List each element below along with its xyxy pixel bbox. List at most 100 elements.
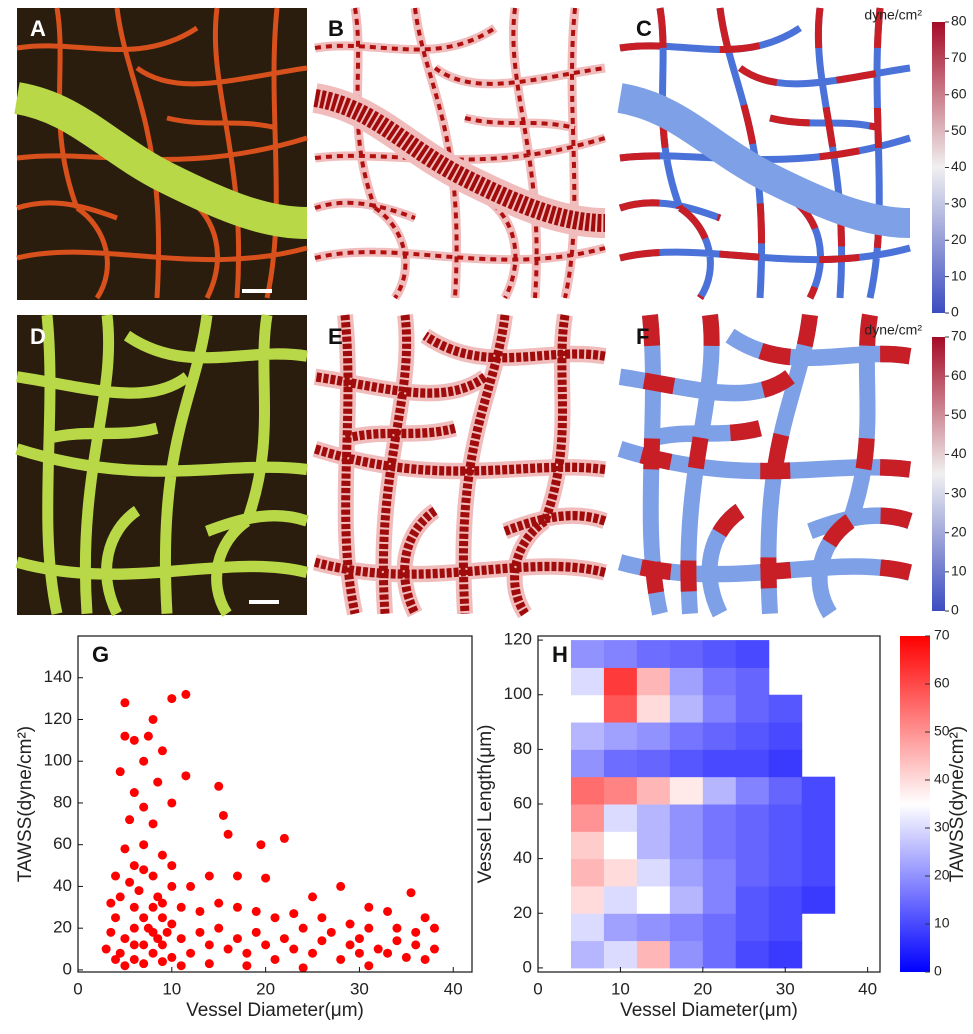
point (233, 872, 242, 881)
point (139, 913, 148, 922)
colorbar-unit: dyne/cm² (864, 7, 922, 23)
colorbar-tick-label: 0 (934, 963, 942, 979)
point (317, 913, 326, 922)
heatmap-cell (736, 640, 769, 668)
heatmap-cell (637, 695, 670, 723)
heatmap-cell (604, 886, 637, 914)
point (139, 803, 148, 812)
point (167, 953, 176, 962)
point (167, 694, 176, 703)
point (158, 851, 167, 860)
heatmap-cell (802, 859, 835, 887)
y-tick-label: 0 (523, 957, 532, 976)
heatmap-cell (571, 886, 604, 914)
x-tick-label: 0 (73, 979, 82, 998)
colorbar-tick-label: 0 (951, 304, 959, 320)
point (139, 865, 148, 874)
point (149, 715, 158, 724)
heatmap-cell (637, 913, 670, 941)
y-tick-label: 60 (513, 793, 532, 812)
heatmap-cell (736, 859, 769, 887)
point (158, 957, 167, 966)
point (317, 936, 326, 945)
point (299, 924, 308, 933)
heatmap-cell (769, 722, 802, 750)
heatmap-cell (604, 695, 637, 723)
point (355, 949, 364, 958)
heatmap-cell (736, 886, 769, 914)
point (374, 945, 383, 954)
heatmap-cell (571, 831, 604, 859)
panel-label: C (636, 16, 652, 41)
colorbar-tick-label: 50 (951, 122, 967, 138)
heatmap-cell (571, 695, 604, 723)
point (289, 909, 298, 918)
point (130, 788, 139, 797)
point (214, 899, 223, 908)
y-tick-label: 140 (44, 667, 72, 686)
heatmap-cell (769, 777, 802, 805)
point (411, 940, 420, 949)
point (421, 913, 430, 922)
heatmap-cell (769, 913, 802, 941)
heatmap-cell (703, 777, 736, 805)
point (205, 959, 214, 968)
colorbar-tick-label: 40 (951, 445, 967, 461)
heatmap-cell (604, 859, 637, 887)
point (158, 746, 167, 755)
point (116, 892, 125, 901)
point (130, 736, 139, 745)
x-tick-label: 20 (256, 979, 275, 998)
heatmap-cell (769, 831, 802, 859)
colorbar-tick-label: 30 (951, 195, 967, 211)
heatmap-cell (637, 777, 670, 805)
y-tick-label: 0 (63, 959, 72, 978)
heatmap-cell (769, 886, 802, 914)
point (144, 732, 153, 741)
y-tick-label: 20 (53, 918, 72, 937)
point (139, 757, 148, 766)
heatmap-cell (637, 886, 670, 914)
heatmap-cell (802, 886, 835, 914)
y-tick-label: 120 (44, 709, 72, 728)
heatmap-cell (736, 667, 769, 695)
point (233, 903, 242, 912)
point (130, 903, 139, 912)
point (256, 840, 265, 849)
y-tick-label: 20 (513, 903, 532, 922)
heatmap-cell (637, 667, 670, 695)
point (299, 963, 308, 972)
y-tick-label: 40 (513, 848, 532, 867)
point (139, 840, 148, 849)
heatmap-cell (769, 859, 802, 887)
point (120, 698, 129, 707)
colorbar-tick-label: 10 (951, 267, 967, 283)
panel-label: D (30, 324, 46, 349)
panel-label: H (552, 642, 568, 667)
x-tick-label: 40 (858, 979, 877, 998)
y-tick-label: 60 (53, 834, 72, 853)
colorbar-tick-label: 20 (951, 231, 967, 247)
heatmap-cell (736, 749, 769, 777)
point (392, 924, 401, 933)
heatmap-cell (604, 640, 637, 668)
heatmap-cell (571, 722, 604, 750)
y-tick-label: 100 (44, 751, 72, 770)
point (224, 945, 233, 954)
colorbar-title: TAWSS(dyne/cm²) (947, 726, 968, 882)
point (214, 782, 223, 791)
colorbar (932, 337, 945, 611)
heatmap-cell (637, 749, 670, 777)
point (224, 830, 233, 839)
heatmap-cell (670, 722, 703, 750)
heatmap-cell (703, 695, 736, 723)
panel-label: B (328, 16, 344, 41)
point (106, 928, 115, 937)
heatmap-cell (637, 640, 670, 668)
heatmap-cell (670, 695, 703, 723)
heatmap-cell (604, 722, 637, 750)
x-tick-label: 10 (162, 979, 181, 998)
heatmap-cell (604, 777, 637, 805)
microscopy-image (17, 315, 307, 615)
point (139, 959, 148, 968)
